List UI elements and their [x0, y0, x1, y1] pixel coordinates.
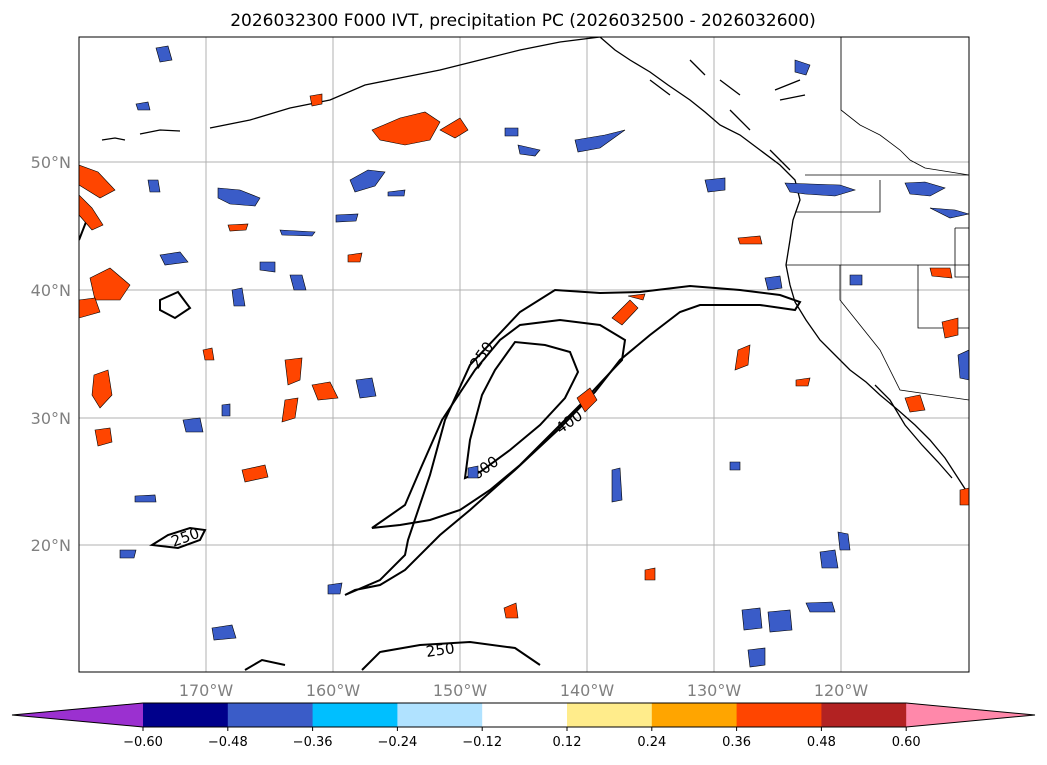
colorbar-bin [821, 703, 907, 727]
colorbar-bin [651, 703, 738, 727]
lon-label-170w: 170°W [179, 681, 234, 700]
colorbar-tick-label: 0.24 [637, 735, 666, 750]
colorbar-tick-label: 0.36 [722, 735, 751, 750]
colorbar-bin [736, 703, 822, 727]
colorbar-tick-label: −0.48 [208, 735, 248, 750]
colorbar-tick-label: 0.48 [807, 735, 836, 750]
colorbar-tick-label: −0.36 [293, 735, 333, 750]
lon-label-120w: 120°W [814, 681, 869, 700]
lat-label-50n: 50°N [31, 153, 71, 172]
lon-label-140w: 140°W [560, 681, 615, 700]
colorbar-tick-label: 0.12 [553, 735, 582, 750]
colorbar-tick-label: −0.24 [377, 735, 417, 750]
precip-positive-areas [79, 93, 969, 619]
lat-label-40n: 40°N [31, 281, 71, 300]
lat-label-20n: 20°N [31, 536, 71, 555]
ivt-contours [79, 204, 802, 671]
precip-negative-areas [119, 45, 969, 668]
colorbar-tick-label: −0.12 [462, 735, 502, 750]
map-area [79, 37, 969, 672]
lon-label-130w: 130°W [687, 681, 742, 700]
colorbar-bin [312, 703, 398, 727]
lat-label-30n: 30°N [31, 409, 71, 428]
figure-title: 2026032300 F000 IVT, precipitation PC (2… [230, 11, 816, 31]
colorbar-bin [227, 703, 314, 727]
colorbar-tick-label: −0.60 [123, 735, 163, 750]
colorbar: −0.60 −0.48 −0.36 −0.24 −0.12 0.12 0.24 0.36 0.4… [11, 702, 1036, 750]
lon-label-150w: 150°W [433, 681, 488, 700]
colorbar-extend-high [906, 703, 1035, 727]
colorbar-bin [482, 703, 568, 727]
lon-label-160w: 160°W [306, 681, 361, 700]
map-frame [78, 36, 970, 673]
colorbar-tick-label: 0.60 [892, 735, 921, 750]
colorbar-extend-low [12, 703, 143, 727]
colorbar-bin [397, 703, 483, 727]
colorbar-bin [143, 703, 229, 727]
state-borders [786, 37, 969, 401]
contour-label-250: 250 [425, 639, 456, 661]
gridlines [79, 37, 969, 672]
coastlines [101, 37, 969, 496]
colorbar-bin [567, 703, 653, 727]
